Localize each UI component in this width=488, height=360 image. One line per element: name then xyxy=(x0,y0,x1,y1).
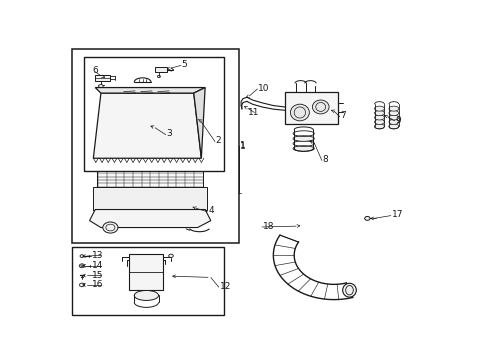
Text: 13: 13 xyxy=(92,251,103,260)
Text: 3: 3 xyxy=(166,129,172,138)
Circle shape xyxy=(168,254,173,257)
Text: 11: 11 xyxy=(247,108,259,117)
Bar xyxy=(97,171,203,187)
Bar xyxy=(72,247,224,315)
Circle shape xyxy=(102,222,118,233)
Text: 4: 4 xyxy=(208,206,213,215)
Text: 1: 1 xyxy=(240,141,245,150)
Polygon shape xyxy=(93,187,206,210)
Text: 17: 17 xyxy=(391,210,402,219)
Ellipse shape xyxy=(374,111,384,116)
Ellipse shape xyxy=(388,111,398,116)
Polygon shape xyxy=(95,75,110,81)
Ellipse shape xyxy=(342,283,356,297)
Polygon shape xyxy=(93,93,201,158)
Bar xyxy=(72,49,239,243)
Text: 1: 1 xyxy=(240,142,245,151)
Text: 7: 7 xyxy=(340,111,346,120)
Polygon shape xyxy=(95,87,205,93)
Ellipse shape xyxy=(374,120,384,125)
Text: 2: 2 xyxy=(215,136,221,145)
Text: 12: 12 xyxy=(219,282,230,291)
Bar xyxy=(84,57,224,171)
Text: 5: 5 xyxy=(181,60,187,69)
Ellipse shape xyxy=(388,115,398,120)
Ellipse shape xyxy=(388,106,398,111)
Text: 18: 18 xyxy=(262,222,274,231)
Circle shape xyxy=(99,85,103,88)
Ellipse shape xyxy=(374,115,384,120)
Ellipse shape xyxy=(134,291,158,301)
Ellipse shape xyxy=(388,124,398,129)
Polygon shape xyxy=(193,87,205,158)
Text: 9: 9 xyxy=(395,116,400,125)
Bar xyxy=(284,92,337,123)
Text: 6: 6 xyxy=(92,66,98,75)
Polygon shape xyxy=(89,210,210,228)
Text: 10: 10 xyxy=(258,84,269,93)
Ellipse shape xyxy=(292,146,314,151)
Circle shape xyxy=(80,255,84,257)
Ellipse shape xyxy=(374,106,384,111)
Ellipse shape xyxy=(312,100,328,114)
Circle shape xyxy=(364,216,369,220)
Text: 15: 15 xyxy=(92,271,103,280)
Ellipse shape xyxy=(388,120,398,125)
Text: 14: 14 xyxy=(92,261,103,270)
Ellipse shape xyxy=(290,104,309,121)
Circle shape xyxy=(79,264,84,268)
Ellipse shape xyxy=(374,124,384,129)
Polygon shape xyxy=(155,67,167,72)
Text: 8: 8 xyxy=(322,155,328,164)
Ellipse shape xyxy=(292,136,314,141)
Bar xyxy=(129,254,163,290)
Text: 16: 16 xyxy=(92,280,103,289)
